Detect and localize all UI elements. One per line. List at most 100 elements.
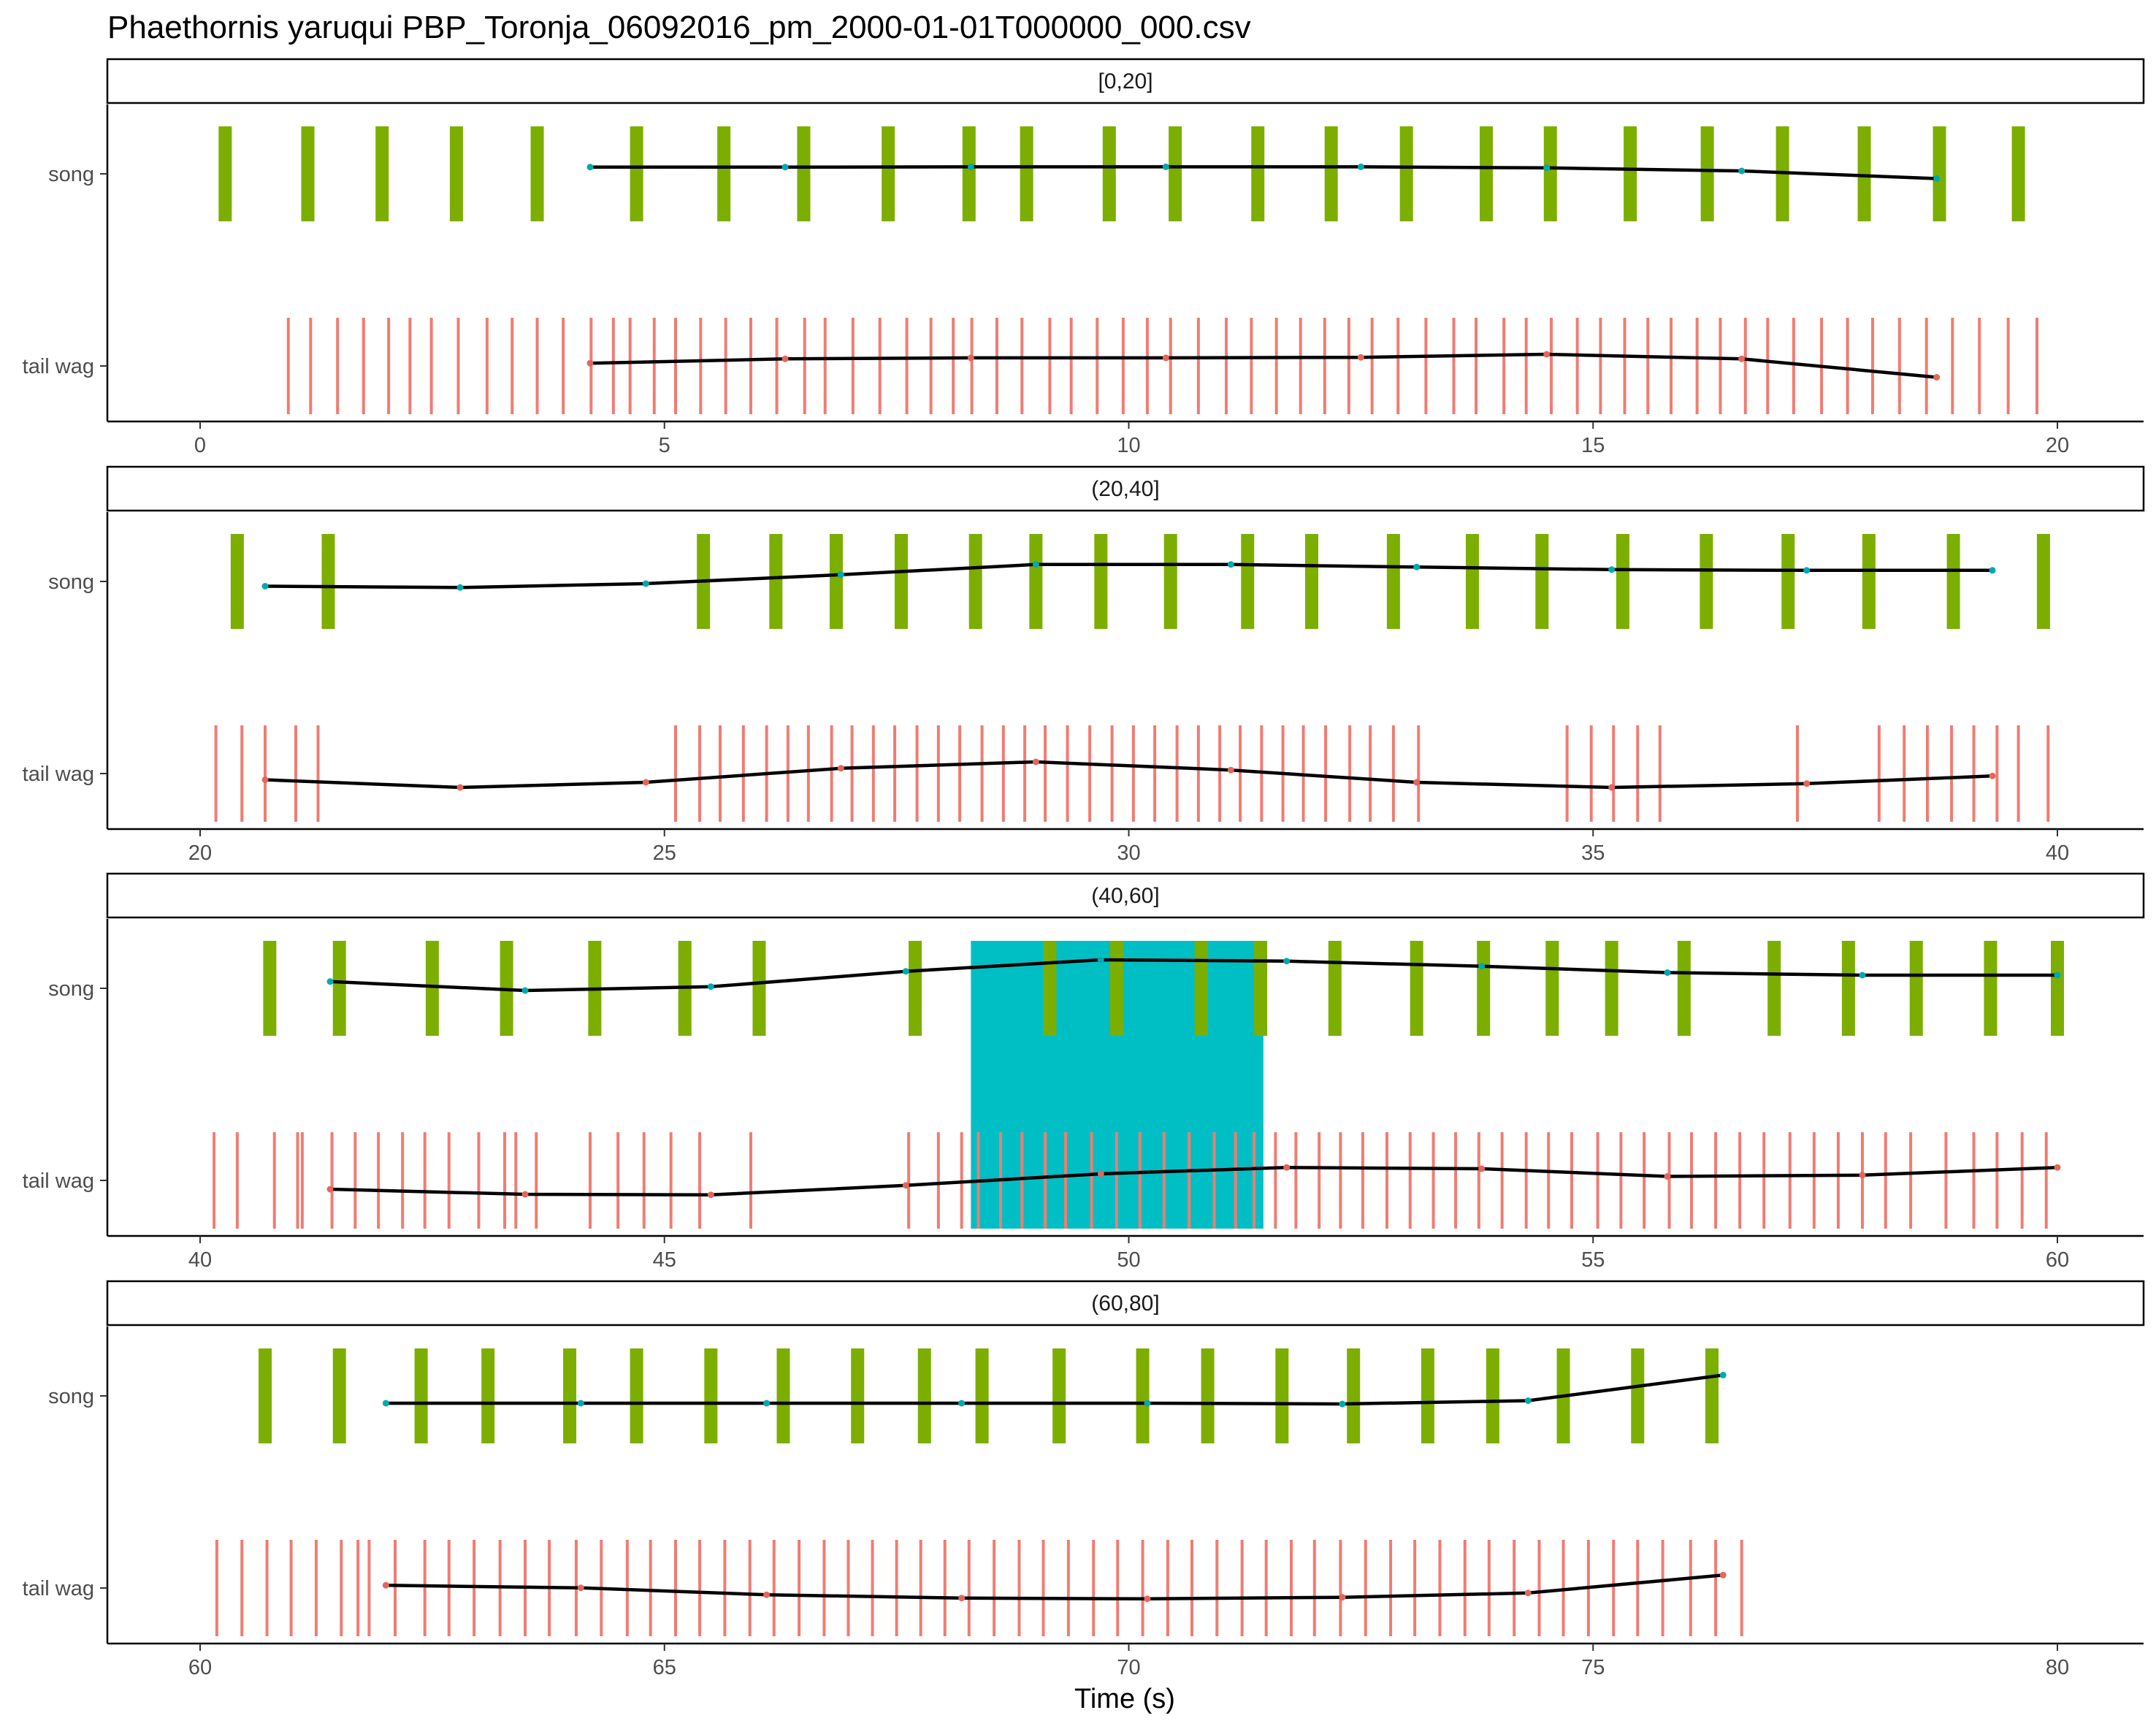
tail-wag-trend-line-point bbox=[382, 1581, 389, 1589]
song-event-bar bbox=[2011, 126, 2025, 221]
song-event-bar bbox=[1465, 534, 1479, 629]
song-trend-line-point bbox=[781, 164, 789, 171]
song-event-bar bbox=[1480, 126, 1494, 221]
song-trend-line-point bbox=[1339, 1400, 1346, 1408]
facet-strip bbox=[106, 1280, 2145, 1327]
song-trend-line-point bbox=[456, 584, 464, 591]
song-event-bar bbox=[1543, 126, 1557, 221]
song-trend-line-point bbox=[1097, 956, 1104, 963]
song-event-bar bbox=[1241, 534, 1255, 629]
song-trend-line-point bbox=[521, 987, 529, 994]
x-tick-label: 5 bbox=[659, 434, 670, 457]
song-event-bar bbox=[1862, 534, 1876, 629]
song-event-bar bbox=[1399, 126, 1413, 221]
song-trend-line-point bbox=[642, 580, 649, 587]
facet-strip-label: [0,20] bbox=[1098, 69, 1152, 93]
song-event-bar bbox=[1324, 126, 1338, 221]
song-trend-line-point bbox=[586, 164, 594, 171]
song-trend-line-point bbox=[958, 1400, 966, 1407]
song-event-bar bbox=[1043, 941, 1057, 1036]
song-event-bar bbox=[917, 1348, 931, 1443]
song-event-bar bbox=[1933, 126, 1946, 221]
song-trend-line-point bbox=[1608, 566, 1616, 573]
tail-wag-trend-line-point bbox=[1543, 351, 1551, 358]
song-event-bar bbox=[321, 534, 335, 629]
tail-wag-trend-line-point bbox=[1032, 758, 1039, 766]
song-event-bar bbox=[704, 1348, 718, 1443]
panel-2: (20,40] song tail wag 20 25 30 35 40 bbox=[23, 465, 2145, 865]
song-event-bar bbox=[1545, 941, 1559, 1036]
tail-wag-trend-line-point bbox=[1413, 779, 1421, 786]
song-event-bar bbox=[1909, 941, 1923, 1036]
song-event-bar bbox=[1486, 1348, 1499, 1443]
song-trend-line-point bbox=[1859, 972, 1866, 979]
tail-wag-trend-line-point bbox=[586, 359, 594, 367]
chart-title: Phaethornis yaruqui PBP_Toronja_06092016… bbox=[107, 9, 1251, 45]
song-event-bar bbox=[968, 534, 982, 629]
song-event-bar bbox=[1700, 534, 1713, 629]
y-tick-label: tail wag bbox=[23, 355, 94, 378]
song-event-bar bbox=[797, 126, 811, 221]
song-event-bar bbox=[1700, 126, 1714, 221]
song-event-bar bbox=[1705, 1348, 1719, 1443]
song-trend-line-point bbox=[1283, 958, 1291, 965]
song-trend-line-point bbox=[1478, 963, 1486, 970]
panel-4: (60,80] song tail wag 60 65 70 75 80 bbox=[23, 1280, 2145, 1679]
song-trend-line-point bbox=[1989, 567, 1996, 574]
song-event-bar bbox=[894, 534, 908, 629]
song-event-bar bbox=[1984, 941, 1998, 1036]
tail-wag-trend-line-point bbox=[577, 1584, 584, 1592]
song-event-bar bbox=[1410, 941, 1423, 1036]
song-trend-line-point bbox=[1144, 1400, 1151, 1407]
x-tick-label: 70 bbox=[1117, 1656, 1140, 1679]
song-event-bar bbox=[909, 941, 922, 1036]
song-event-bar bbox=[882, 126, 895, 221]
song-event-bar bbox=[1109, 941, 1123, 1036]
song-event-bar bbox=[1275, 1348, 1289, 1443]
song-event-bar bbox=[1841, 941, 1855, 1036]
song-event-bar bbox=[1616, 534, 1629, 629]
x-tick-label: 40 bbox=[188, 1248, 212, 1272]
facet-strip-label: (60,80] bbox=[1091, 1291, 1159, 1316]
song-trend-line-point bbox=[1357, 163, 1364, 170]
tail-wag-trend-line-point bbox=[1144, 1595, 1151, 1603]
song-event-bar bbox=[2036, 534, 2050, 629]
tail-wag-trend-line-point bbox=[1664, 1173, 1671, 1180]
song-event-bar bbox=[414, 1348, 428, 1443]
x-tick-label: 0 bbox=[194, 434, 206, 457]
song-event-bar bbox=[1304, 534, 1318, 629]
tail-wag-trend-line-point bbox=[1339, 1594, 1346, 1601]
tail-wag-trend-line-point bbox=[326, 1186, 334, 1193]
song-event-bar bbox=[2051, 941, 2064, 1036]
y-tick-label: song bbox=[48, 1385, 94, 1408]
song-event-bar bbox=[1767, 941, 1781, 1036]
tail-wag-trend-line-point bbox=[1608, 784, 1616, 791]
tail-wag-trend-line-point bbox=[642, 779, 649, 786]
song-trend-line bbox=[329, 958, 2057, 993]
song-event-bar bbox=[1347, 1348, 1361, 1443]
song-event-bar bbox=[449, 126, 463, 221]
song-trend-line-point bbox=[577, 1400, 584, 1407]
song-event-bar bbox=[301, 126, 315, 221]
song-event-bar bbox=[1251, 126, 1265, 221]
tail-wag-trend-line-point bbox=[837, 765, 844, 772]
song-event-bar bbox=[776, 1348, 790, 1443]
song-event-bar bbox=[1386, 534, 1400, 629]
song-event-bar bbox=[263, 941, 277, 1036]
song-trend-line-point bbox=[382, 1400, 389, 1407]
song-trend-line-point bbox=[707, 983, 714, 991]
facet-strip bbox=[106, 872, 2145, 919]
x-tick-label: 35 bbox=[1581, 841, 1605, 865]
song-event-bar bbox=[1946, 534, 1960, 629]
x-tick-label: 25 bbox=[653, 841, 676, 865]
y-tick-label: song bbox=[48, 977, 94, 1001]
y-tick-label: song bbox=[48, 570, 94, 594]
tail-wag-trend-line-point bbox=[1478, 1165, 1486, 1172]
song-event-bar bbox=[630, 1348, 643, 1443]
x-tick-label: 20 bbox=[2046, 434, 2069, 457]
song-event-bar bbox=[259, 1348, 272, 1443]
tail-wag-trend-line-point bbox=[1859, 1172, 1866, 1179]
song-event-bar bbox=[717, 126, 731, 221]
x-tick-label: 10 bbox=[1117, 434, 1140, 457]
